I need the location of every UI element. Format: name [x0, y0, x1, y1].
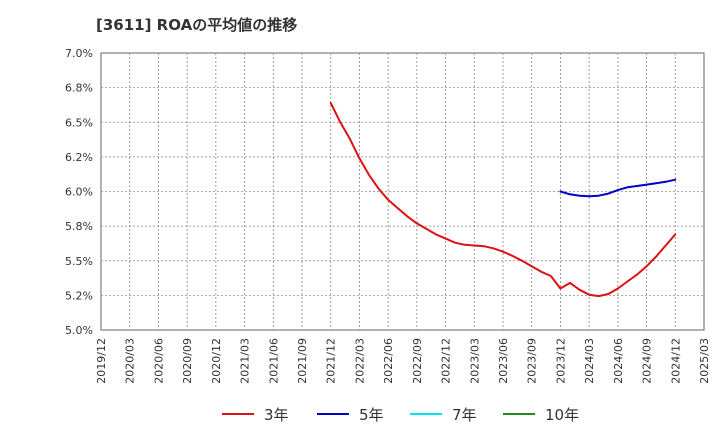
x-tick-label: 2020/06 — [152, 338, 165, 384]
x-tick-label: 2021/06 — [267, 338, 280, 384]
x-tick-label: 2021/12 — [325, 338, 338, 384]
legend-label-7y: 7年 — [452, 405, 477, 424]
x-tick-label: 2023/03 — [468, 338, 481, 384]
x-tick-label: 2022/09 — [411, 338, 424, 384]
x-tick-label: 2020/12 — [210, 338, 223, 384]
x-tick-label: 2022/06 — [382, 338, 395, 384]
series-line-1 — [559, 178, 677, 198]
y-tick-label: 6.5% — [65, 116, 93, 129]
legend-item-3y: 3年 — [222, 404, 289, 424]
series-line-0 — [329, 101, 677, 298]
y-tick-label: 5.2% — [65, 289, 93, 302]
x-tick-label: 2024/12 — [669, 338, 682, 384]
x-tick-label: 2024/03 — [583, 338, 596, 384]
legend-swatch-7y — [410, 413, 442, 415]
x-tick-label: 2020/09 — [181, 338, 194, 384]
y-tick-label: 6.8% — [65, 82, 93, 95]
x-tick-label: 2024/06 — [612, 338, 625, 384]
grid-lines — [101, 53, 704, 330]
x-tick-label: 2023/06 — [497, 338, 510, 384]
x-tick-label: 2021/09 — [296, 338, 309, 384]
series-lines — [329, 101, 677, 298]
x-tick-label: 2019/12 — [95, 338, 108, 384]
x-tick-label: 2022/03 — [353, 338, 366, 384]
chart-title: [3611] ROAの平均値の推移 — [96, 16, 298, 34]
legend-label-10y: 10年 — [545, 405, 580, 424]
x-axis: 2019/12 2020/03 2020/06 2020/09 2020/12 2021/… — [95, 338, 711, 384]
legend-label-3y: 3年 — [264, 405, 289, 424]
x-tick-label: 2025/03 — [698, 338, 711, 384]
y-tick-label: 7.0% — [65, 47, 93, 60]
x-tick-label: 2023/12 — [554, 338, 567, 384]
x-tick-label: 2022/12 — [440, 338, 453, 384]
legend-swatch-3y — [222, 413, 254, 415]
legend: 3年 5年 7年 10年 — [0, 400, 720, 428]
y-axis: 5.0% 5.2% 5.5% 5.8% 6.0% 6.2% 6.5% 6.8% 7.0% — [65, 47, 93, 337]
legend-swatch-5y — [317, 413, 349, 415]
legend-item-10y: 10年 — [503, 404, 579, 424]
x-tick-label: 2021/03 — [239, 338, 252, 384]
y-tick-label: 5.5% — [65, 255, 93, 268]
x-tick-label: 2024/09 — [641, 338, 654, 384]
y-tick-label: 5.8% — [65, 220, 93, 233]
legend-item-7y: 7年 — [410, 404, 477, 424]
legend-swatch-10y — [503, 413, 535, 415]
x-tick-label: 2020/03 — [124, 338, 137, 384]
y-tick-label: 5.0% — [65, 324, 93, 337]
x-tick-label: 2023/09 — [526, 338, 539, 384]
y-tick-label: 6.0% — [65, 186, 93, 199]
legend-label-5y: 5年 — [359, 405, 384, 424]
y-tick-label: 6.2% — [65, 151, 93, 164]
legend-item-5y: 5年 — [317, 404, 384, 424]
